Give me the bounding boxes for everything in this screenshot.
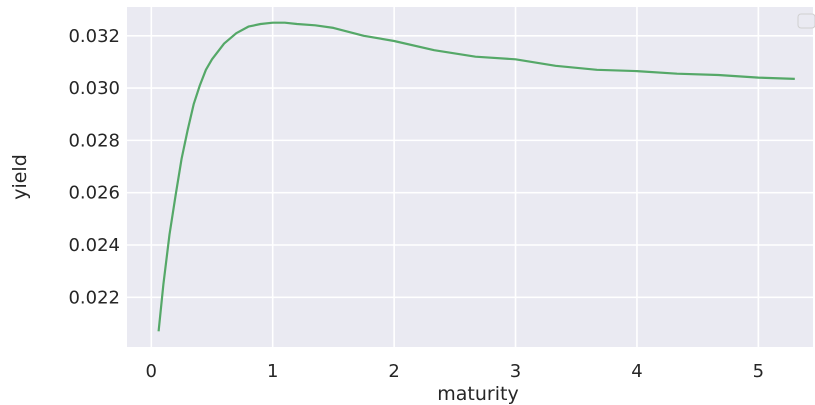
x-tick-labels: 0 1 2 3 4 5 <box>146 361 765 382</box>
y-tick-label: 0.022 <box>68 287 120 308</box>
y-tick-label: 0.028 <box>68 130 120 151</box>
x-tick-label: 0 <box>146 361 157 382</box>
x-tick-label: 4 <box>631 361 642 382</box>
series-layer <box>157 21 795 332</box>
x-axis-label: maturity <box>437 383 518 405</box>
y-axis-label: yield <box>9 154 31 200</box>
y-tick-label: 0.026 <box>68 183 120 204</box>
x-tick-label: 3 <box>510 361 521 382</box>
y-tick-label: 0.030 <box>68 78 120 99</box>
y-tick-label: 0.024 <box>68 235 120 256</box>
x-tick-label: 5 <box>753 361 764 382</box>
y-tick-labels: 0.022 0.024 0.026 0.028 0.030 0.032 <box>68 26 120 309</box>
horizontal-gridlines <box>127 34 813 299</box>
x-tick-label: 1 <box>267 361 278 382</box>
legend-box <box>797 13 815 29</box>
x-tick-label: 2 <box>388 361 399 382</box>
vertical-gridlines <box>150 7 760 347</box>
y-tick-label: 0.032 <box>68 26 120 47</box>
yield-curve-line <box>157 21 795 332</box>
plot-background <box>127 7 813 347</box>
